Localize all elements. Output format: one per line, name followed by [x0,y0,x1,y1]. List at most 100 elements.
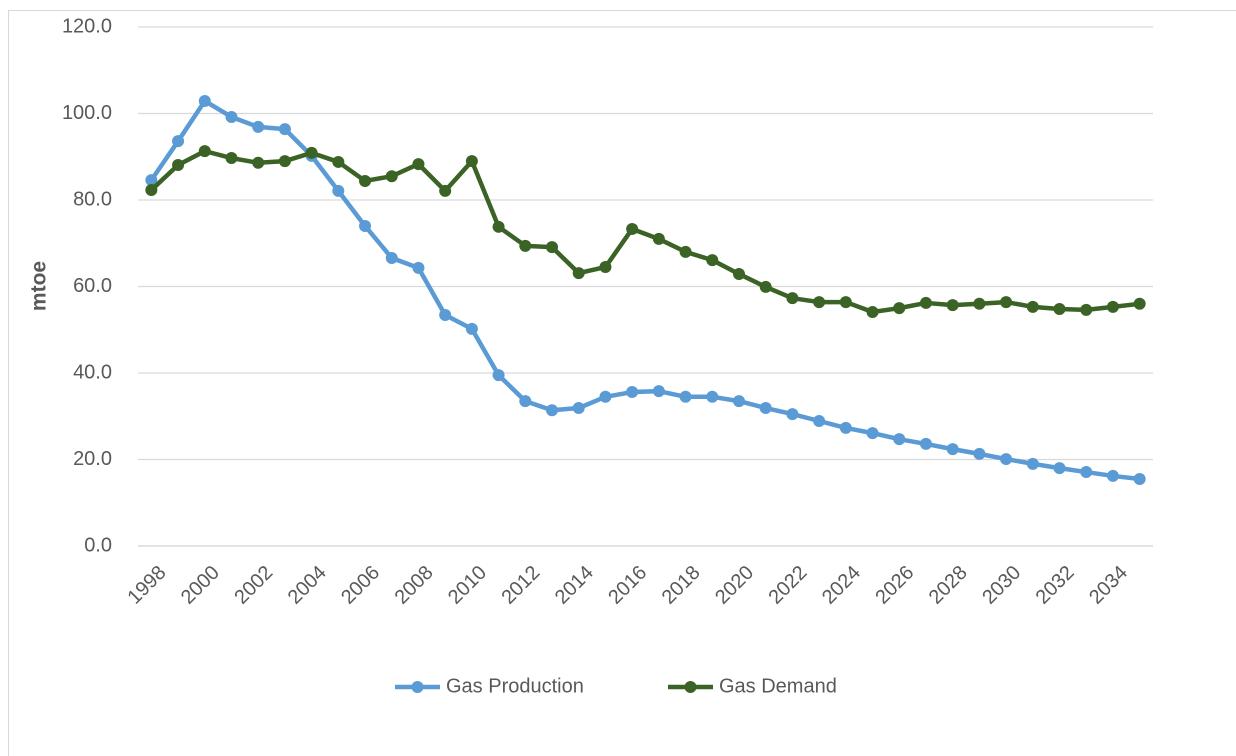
data-point [1133,297,1146,310]
data-point [465,322,478,335]
x-tick-label: 2018 [658,562,705,609]
x-tick-label: 2002 [230,562,277,609]
data-point [679,245,692,258]
data-point [1053,302,1066,315]
data-point [626,386,639,399]
data-point [546,241,559,254]
y-tick-label: 20.0 [73,448,112,470]
x-tick-label: 1998 [123,562,170,609]
data-point [412,158,425,171]
data-point [465,155,478,168]
data-point [172,135,185,148]
x-tick-label: 2010 [444,562,491,609]
data-point [519,395,532,408]
data-point [973,297,986,310]
data-point [519,239,532,252]
data-point [198,145,211,158]
y-tick-label: 0.0 [84,534,112,556]
data-point [866,306,879,319]
data-point [492,220,505,233]
data-point [225,152,238,165]
data-point [786,292,799,305]
y-axis-label: mtoe [28,261,51,311]
y-tick-label: 40.0 [73,361,112,383]
legend-marker [411,681,424,693]
data-point [359,219,372,232]
data-point [145,184,158,197]
data-point [919,296,932,309]
data-point [679,390,692,403]
data-point [706,254,719,267]
x-tick-label: 2022 [765,562,812,609]
data-point [385,170,398,183]
data-point [305,146,318,159]
chart-border [8,10,1236,756]
x-tick-label: 2006 [337,562,384,609]
data-point [546,404,559,417]
data-point [252,120,265,133]
data-point [759,280,772,293]
data-point [759,402,772,415]
data-point [332,184,345,197]
data-point [359,174,372,187]
x-tick-label: 2028 [925,562,972,609]
data-point [225,110,238,123]
data-point [1026,457,1039,470]
data-point [1106,300,1119,313]
data-point [1080,466,1093,479]
data-point [786,408,799,421]
x-tick-label: 2034 [1085,562,1132,609]
data-point [599,261,612,274]
x-tick-label: 2024 [818,562,865,609]
data-point [1000,296,1013,309]
y-tick-label: 60.0 [73,275,112,297]
x-tick-label: 2032 [1032,562,1079,609]
data-point [439,309,452,322]
x-tick-label: 2000 [177,562,224,609]
data-point [492,369,505,382]
data-point [599,390,612,403]
data-point [332,155,345,168]
data-point [278,123,291,136]
data-point [946,443,959,456]
data-point [385,251,398,264]
data-point [1133,472,1146,485]
y-tick-label: 120.0 [62,15,112,37]
data-point [252,156,265,169]
data-point [893,433,906,446]
data-point [145,174,158,187]
data-point [706,390,719,403]
data-point [652,385,665,398]
x-tick-label: 2020 [711,562,758,609]
legend-label: Gas Demand [719,675,837,697]
legend-label: Gas Production [446,675,584,697]
data-point [946,299,959,312]
data-point [813,296,826,309]
data-point [839,421,852,434]
data-point [1080,303,1093,316]
x-tick-label: 2030 [978,562,1025,609]
data-point [172,158,185,171]
data-point [626,222,639,235]
data-point [412,261,425,274]
x-tick-label: 2026 [871,562,918,609]
data-point [919,437,932,450]
data-point [1000,453,1013,466]
legend-marker [684,681,697,693]
data-point [973,447,986,460]
data-point [439,184,452,197]
data-point [198,94,211,107]
data-point [278,155,291,168]
data-point [572,402,585,415]
x-tick-label: 2008 [391,562,438,609]
data-point [732,395,745,408]
data-point [652,232,665,245]
data-point [732,267,745,280]
x-tick-label: 2016 [604,562,651,609]
y-tick-label: 80.0 [73,188,112,210]
data-point [893,302,906,315]
data-point [1053,462,1066,475]
x-tick-label: 2004 [284,562,331,609]
x-tick-label: 2012 [497,562,544,609]
